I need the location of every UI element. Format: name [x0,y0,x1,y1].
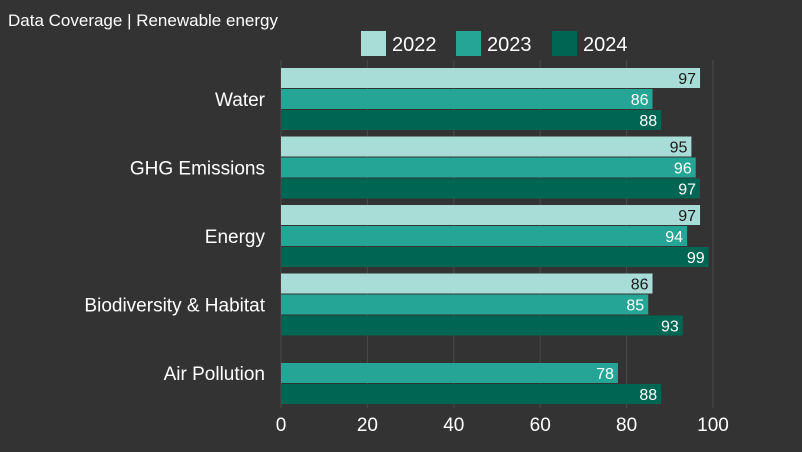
x-tick-label: 40 [443,415,464,436]
bar [281,89,653,109]
bars [281,68,709,404]
bar [281,136,692,157]
legend-swatch [456,31,481,56]
legend-swatch [552,31,577,56]
category-label: Energy [205,227,266,248]
category-label: Biodiversity & Habitat [84,296,265,317]
category-label: Air Pollution [164,364,265,385]
value-label: 86 [631,277,649,294]
bar [281,294,649,315]
value-label: 93 [661,319,679,336]
value-label: 97 [678,182,696,199]
bar [281,315,683,336]
legend: 2022 2023 2024 [361,31,628,56]
category-label: Water [215,90,266,111]
bar [281,363,618,383]
bar [281,247,709,267]
legend-label: 2023 [487,34,532,56]
value-label: 97 [678,71,696,88]
legend-label: 2024 [583,34,628,56]
x-tick-label: 20 [357,415,378,436]
value-label: 88 [639,387,657,404]
bar [281,226,688,246]
category-label: GHG Emissions [130,159,265,180]
value-label: 85 [626,298,644,315]
bar [281,110,662,130]
category-labels: Water GHG Emissions Energy Biodiversity & H… [84,90,265,385]
chart-title: Data Coverage | Renewable energy [8,11,278,30]
bar [281,384,662,404]
bar [281,157,696,178]
value-label: 86 [631,92,649,109]
value-label: 94 [665,229,683,246]
x-tick-label: 0 [276,415,287,436]
bar [281,178,701,199]
x-tick-label: 100 [697,415,729,436]
value-label: 96 [674,161,692,178]
x-tick-label: 80 [616,415,637,436]
x-tick-labels: 0 20 40 60 80 100 [276,415,729,436]
value-label: 88 [639,113,657,130]
x-tick-label: 60 [530,415,551,436]
legend-label: 2022 [392,34,437,56]
value-label: 99 [687,250,705,267]
bar [281,68,701,88]
bar [281,273,653,294]
value-label: 78 [596,366,614,383]
legend-swatch [361,31,386,56]
bar [281,205,701,225]
value-label: 95 [670,140,688,157]
value-label: 97 [678,208,696,225]
